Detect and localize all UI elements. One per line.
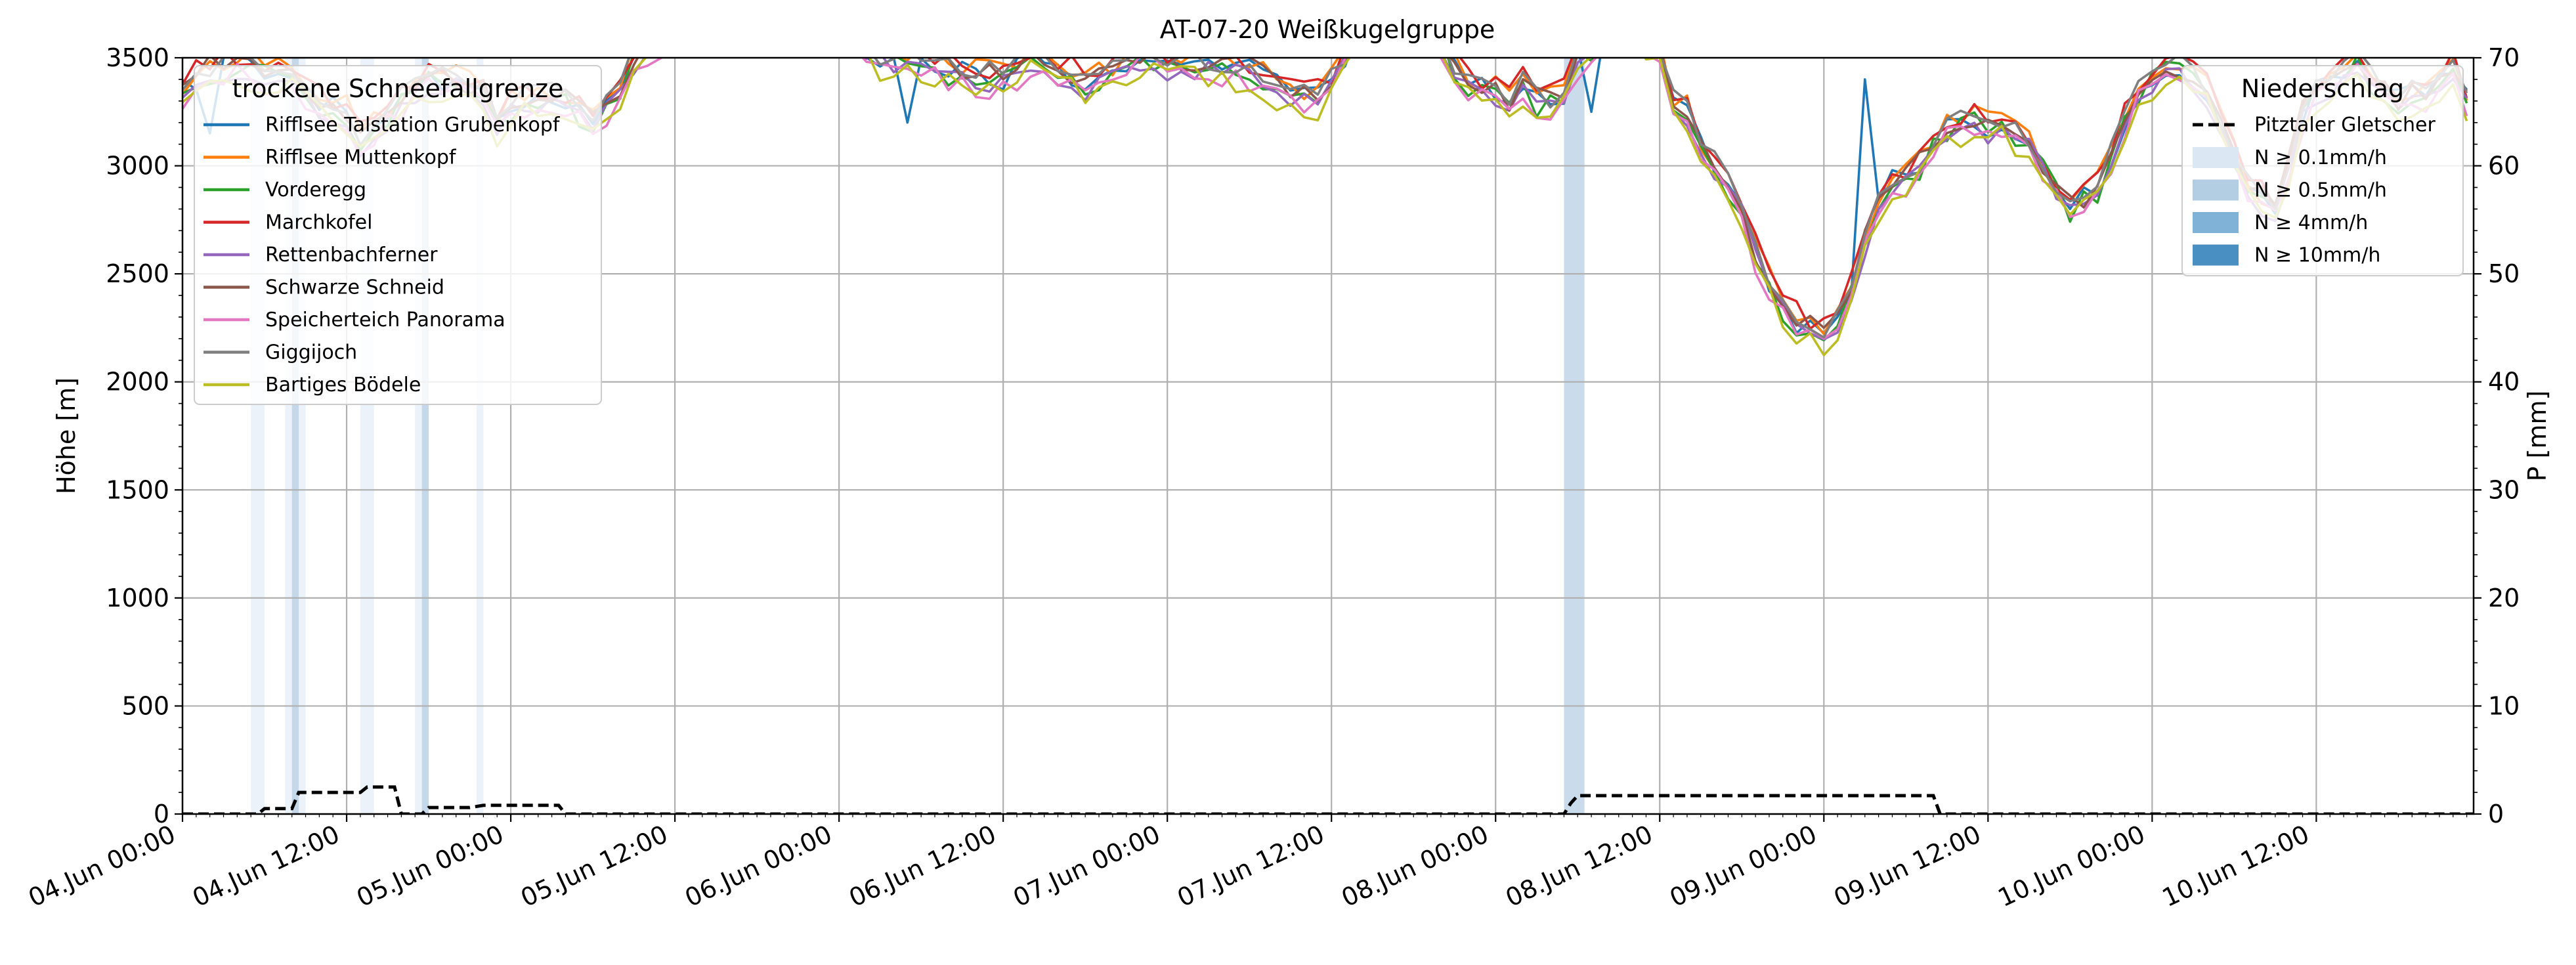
- y-tick-label-1: 500: [121, 691, 169, 720]
- y-tick-label-0: 0: [154, 800, 169, 828]
- y-axis-right: 0 10 20 30 40 50 60 70: [2474, 43, 2520, 828]
- legend-precip-entries: N ≥ 0.1mm/h N ≥ 0.5mm/h N ≥ 4mm/h N ≥ 10mm/…: [2193, 146, 2387, 267]
- legend-precip-swatch-1: [2193, 179, 2239, 201]
- legend-snowfall-entries: Rifflsee Talstation Grubenkopf Rifflsee M…: [204, 114, 561, 397]
- y2-axis-label: P [mm]: [2523, 391, 2552, 482]
- legend-snow-label-3: Vorderegg: [265, 179, 366, 202]
- precip-band-2: [291, 58, 299, 814]
- y-tick-label-2: 1000: [106, 584, 169, 612]
- legend-precipitation: Niederschlag Pitztaler Gletscher N ≥ 0.1…: [2181, 65, 2464, 276]
- y2-tick-label-7: 70: [2488, 43, 2520, 72]
- y2-tick-label-2: 20: [2488, 584, 2520, 612]
- y-axis-label: Höhe [m]: [52, 377, 81, 494]
- y2-tick-label-5: 50: [2488, 259, 2520, 288]
- plot-frame: [181, 56, 2475, 815]
- precip-band-7: [1564, 58, 1585, 814]
- legend-snow-label-6: Schwarze Schneid: [265, 276, 444, 299]
- legend-precip-swatch-2: [2193, 212, 2239, 233]
- legend-snow-label-7: Speicherteich Panorama: [265, 309, 505, 332]
- y-tick-label-4: 2000: [106, 368, 169, 397]
- legend-snow-label-5: Rettenbachferner: [265, 244, 438, 267]
- legend-precip-box: [2181, 65, 2464, 276]
- legend-snow-label-1: Rifflsee Talstation Grubenkopf: [265, 114, 561, 137]
- legend-precip-swatch-3: [2193, 244, 2239, 266]
- legend-snow-label-2: Rifflsee Muttenkopf: [265, 146, 457, 169]
- legend-precip-label-2: N ≥ 4mm/h: [2254, 211, 2368, 234]
- y-tick-label-6: 3000: [106, 152, 169, 181]
- y-axis-left: 0 500 1000 1500 2000 2500 3000 3500: [106, 43, 182, 828]
- chart-title: AT-07-20 Weißkugelgruppe: [1160, 15, 1495, 44]
- y2-tick-label-1: 10: [2488, 691, 2520, 720]
- y2-tick-label-3: 30: [2488, 475, 2520, 504]
- legend-snowfall-box: [194, 65, 602, 405]
- legend-snow-label-8: Giggijoch: [265, 341, 357, 364]
- legend-precip-swatch-0: [2193, 147, 2239, 168]
- legend-snow-label-4: Marchkofel: [265, 211, 372, 234]
- legend-snow-label-9: Bartiges Bödele: [265, 374, 421, 397]
- legend-precip-title: Niederschlag: [2241, 74, 2404, 103]
- y2-tick-label-0: 0: [2488, 800, 2504, 828]
- legend-precip-label-0: N ≥ 0.1mm/h: [2254, 146, 2387, 169]
- precip-band-5: [421, 58, 429, 814]
- legend-precip-label-3: N ≥ 10mm/h: [2254, 244, 2380, 267]
- legend-snowfall: trockene Schneefallgrenze Rifflsee Talst…: [194, 65, 602, 405]
- y-tick-label-7: 3500: [106, 43, 169, 72]
- legend-precip-line-label: Pitztaler Gletscher: [2254, 114, 2436, 137]
- legend-precip-label-1: N ≥ 0.5mm/h: [2254, 179, 2387, 202]
- precip-band-6: [476, 58, 484, 814]
- legend-snowfall-title: trockene Schneefallgrenze: [232, 74, 564, 103]
- y2-tick-label-6: 60: [2488, 152, 2520, 181]
- y-tick-label-5: 2500: [106, 259, 169, 288]
- y2-tick-label-4: 40: [2488, 368, 2520, 397]
- y-tick-label-3: 1500: [106, 475, 169, 504]
